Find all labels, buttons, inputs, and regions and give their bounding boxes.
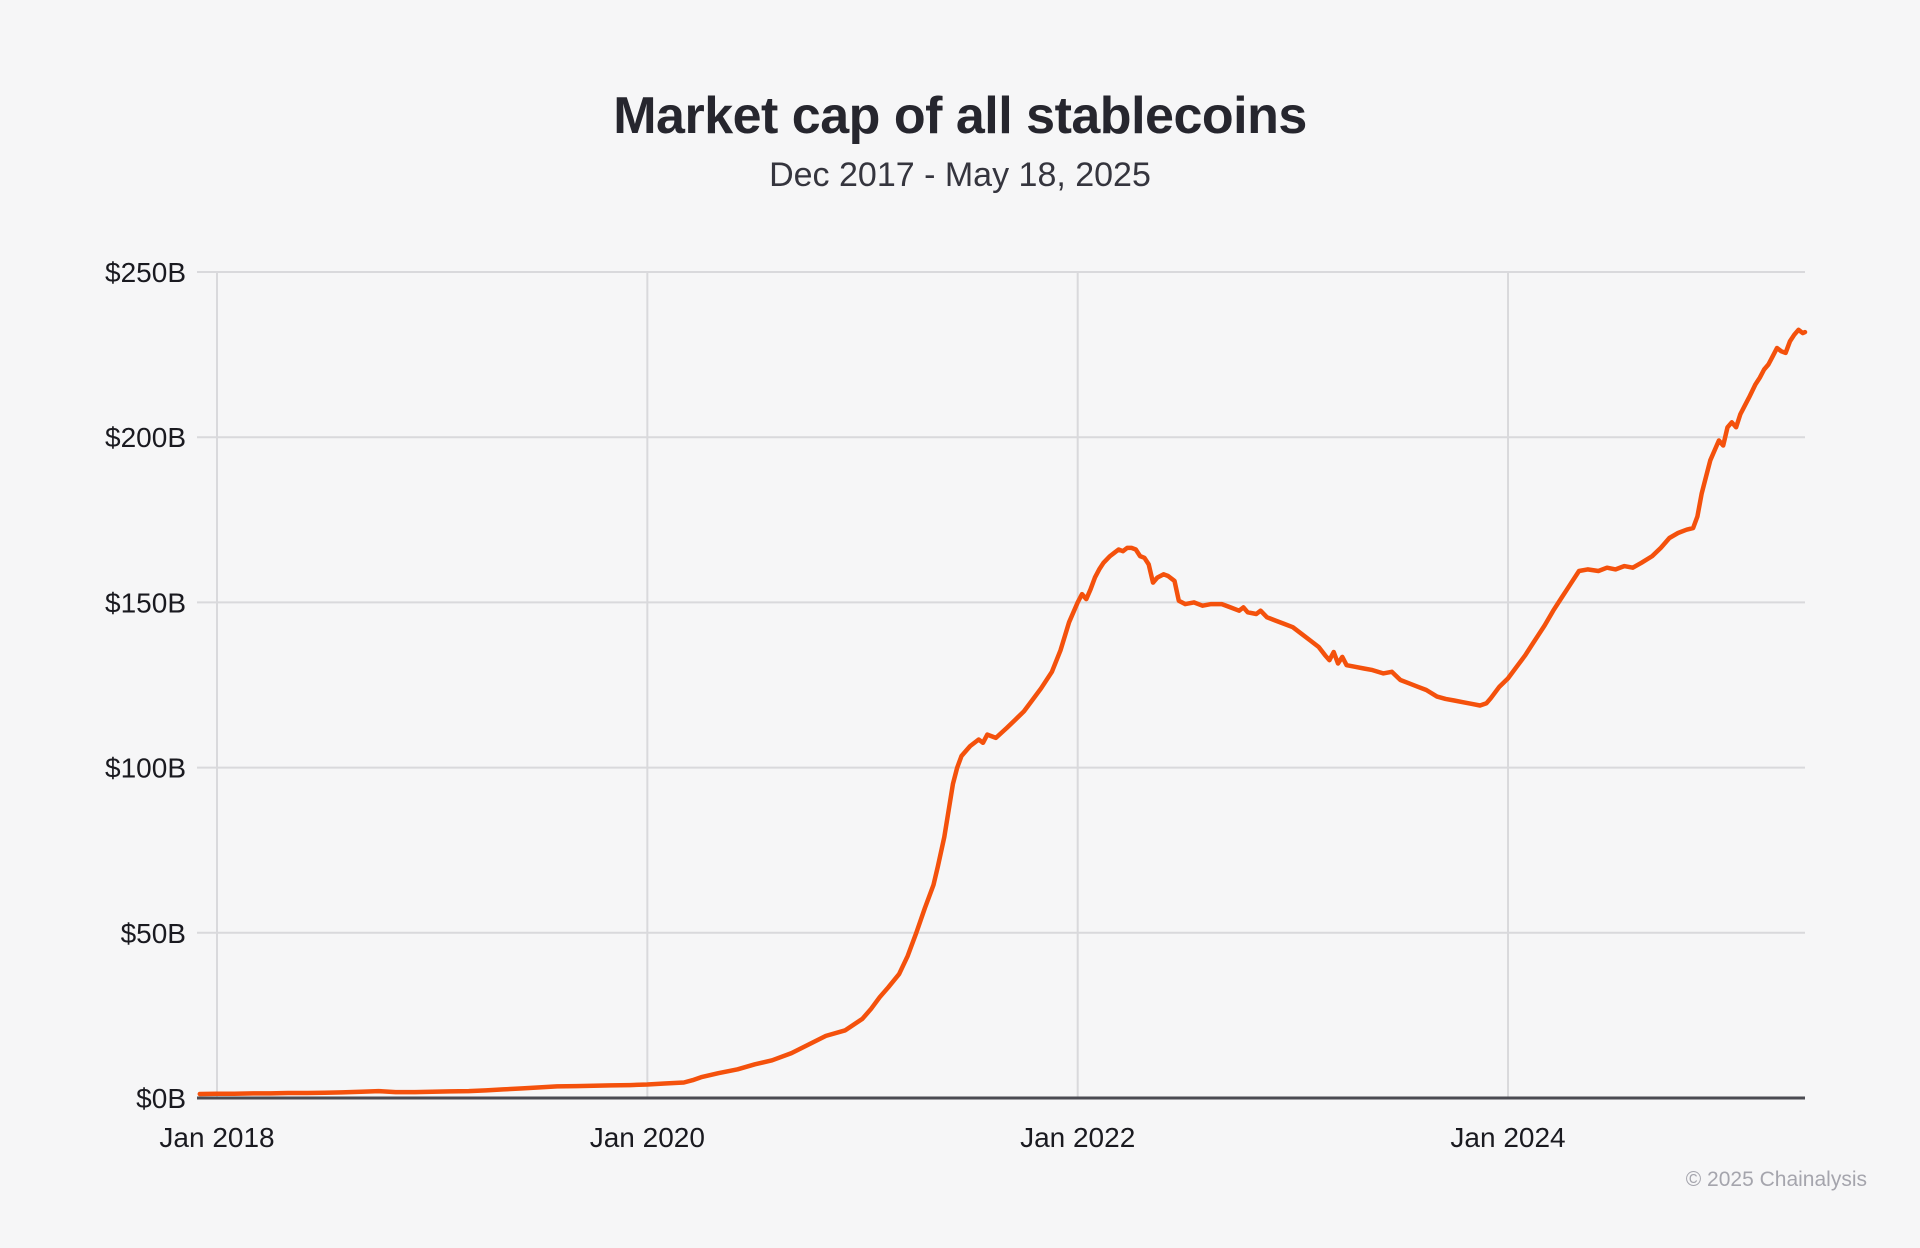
x-axis-tick-label: Jan 2020 bbox=[590, 1122, 705, 1153]
y-axis-tick-label: $250B bbox=[105, 257, 186, 288]
chart-subtitle: Dec 2017 - May 18, 2025 bbox=[769, 156, 1151, 194]
x-axis-tick-label: Jan 2018 bbox=[159, 1122, 274, 1153]
y-axis-tick-label: $150B bbox=[105, 587, 186, 618]
chart-title: Market cap of all stablecoins bbox=[613, 87, 1307, 145]
x-axis-tick-label: Jan 2024 bbox=[1450, 1122, 1565, 1153]
y-axis-tick-label: $100B bbox=[105, 753, 186, 784]
copyright-notice: © 2025 Chainalysis bbox=[1685, 1168, 1867, 1191]
y-axis-tick-label: $50B bbox=[121, 918, 186, 949]
y-axis-tick-label: $0B bbox=[136, 1083, 186, 1114]
market-cap-series-line bbox=[197, 327, 1808, 1097]
x-axis-tick-label: Jan 2022 bbox=[1020, 1122, 1135, 1153]
y-axis-tick-label: $200B bbox=[105, 422, 186, 453]
